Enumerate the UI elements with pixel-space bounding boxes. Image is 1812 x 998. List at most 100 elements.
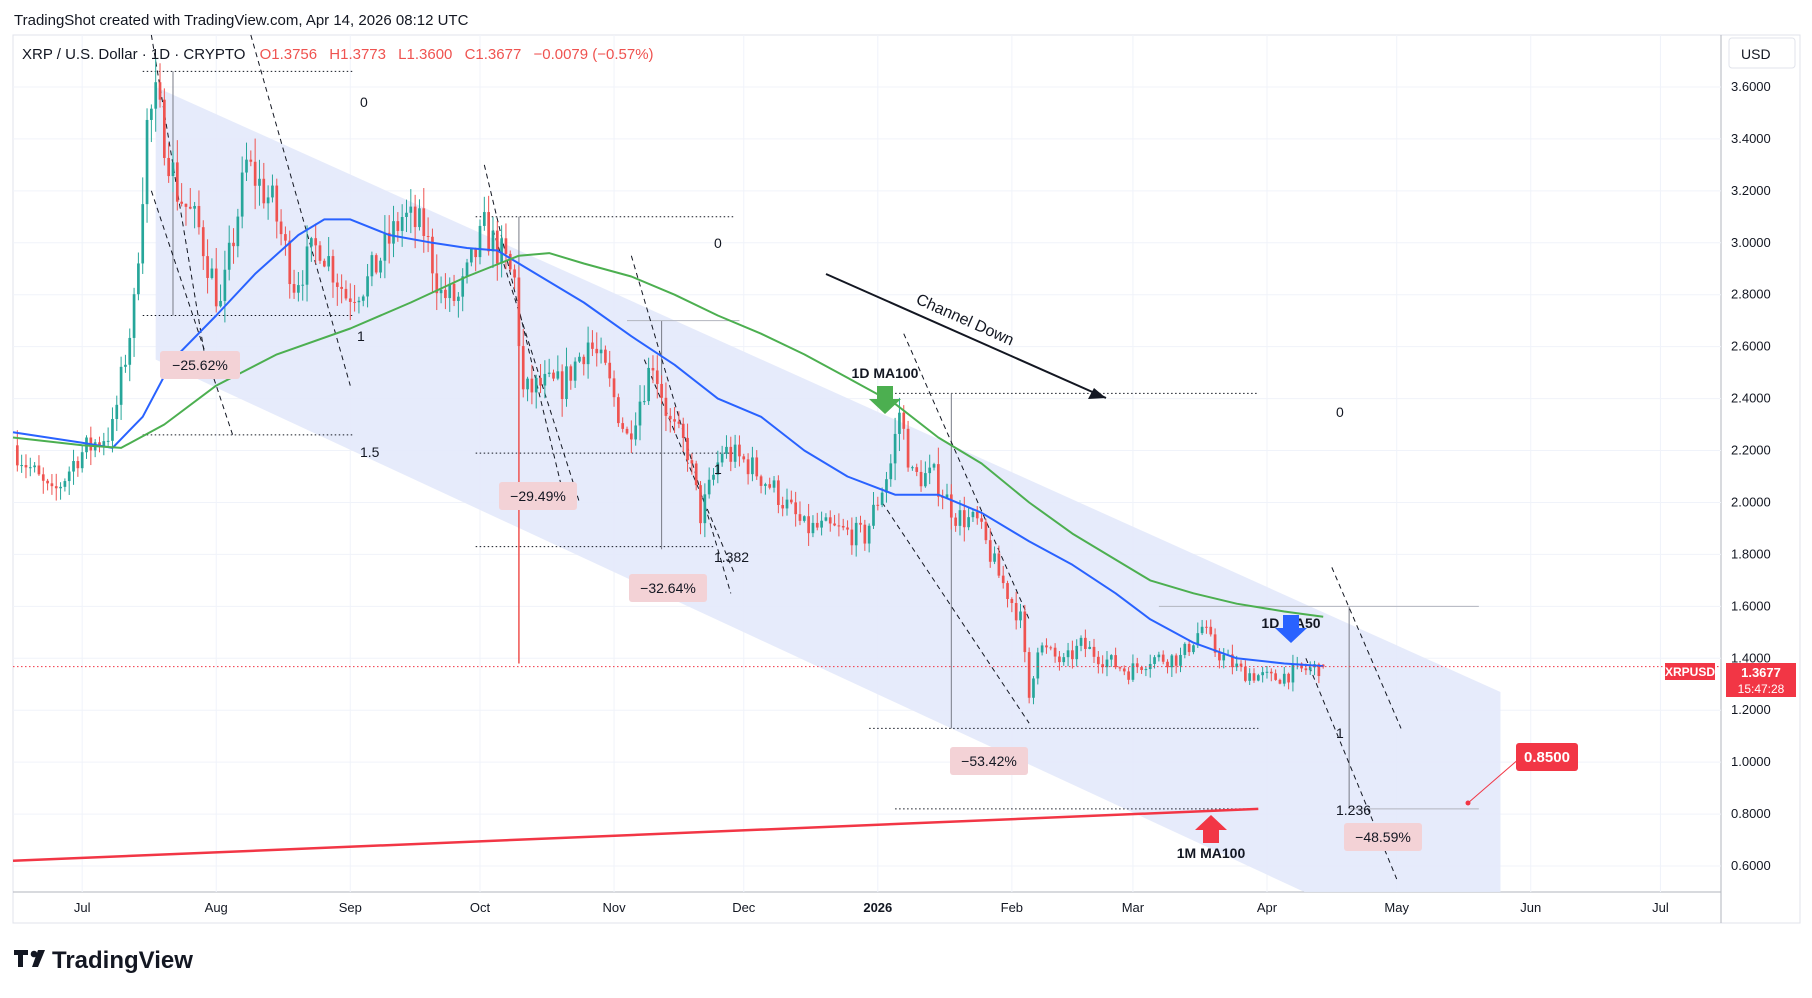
measure-label: −48.59%	[1355, 829, 1411, 845]
candle-body	[318, 245, 322, 261]
fib-label: 1	[357, 328, 365, 344]
measure-box	[629, 574, 707, 602]
candle-body	[102, 441, 106, 446]
candle-body	[876, 504, 880, 506]
candle-body	[240, 172, 244, 217]
candle-body	[210, 268, 214, 278]
candle-body	[387, 232, 391, 244]
candle-body	[686, 437, 689, 461]
candle-body	[655, 370, 659, 384]
candle-body	[573, 361, 577, 381]
candle-body	[470, 248, 473, 263]
candle-body	[539, 377, 542, 386]
price-tag[interactable]	[1726, 663, 1796, 697]
candle-body	[608, 362, 612, 379]
candle-body	[1045, 645, 1048, 648]
candle-body	[124, 364, 127, 367]
candle-body	[292, 284, 296, 293]
candle-body	[366, 276, 369, 297]
price-axis[interactable]: 0.6000 0.8000 1.0000 1.2000 1.4000 1.6000 1.80…	[1731, 79, 1771, 873]
candle-body	[720, 453, 724, 463]
candle-body	[284, 234, 287, 241]
candle-body	[1092, 646, 1096, 657]
fib-label: 1.236	[1336, 802, 1371, 818]
candle-body	[33, 465, 36, 468]
candle-body	[431, 236, 434, 274]
candle-body	[258, 178, 261, 186]
candle-body	[863, 524, 867, 544]
candle-body	[617, 397, 620, 424]
candle-body	[599, 349, 603, 354]
candle-body	[400, 216, 404, 231]
candle-body	[275, 185, 279, 222]
candle-body	[1196, 633, 1200, 646]
y-tick-label: 1.4000	[1731, 650, 1771, 665]
candle-body	[967, 517, 970, 528]
candle-body	[777, 480, 780, 506]
candle-body	[911, 467, 914, 469]
candle-body	[859, 522, 862, 525]
candle-body	[690, 460, 694, 464]
legend-high: H1.3773	[329, 46, 386, 63]
fib-label: 0	[360, 94, 368, 110]
candle-body	[171, 162, 175, 177]
candle-body	[1161, 654, 1165, 662]
candle-body	[478, 225, 482, 258]
candle-body	[958, 510, 962, 526]
candle-body	[651, 367, 655, 371]
currency-button[interactable]	[1728, 37, 1796, 69]
candle-body	[310, 238, 313, 247]
target-dot	[1465, 800, 1471, 806]
x-tick-label: May	[1384, 900, 1409, 915]
candle-body	[638, 401, 642, 426]
candle-body	[802, 516, 806, 521]
candle-body	[668, 415, 672, 420]
candle-body	[54, 486, 58, 489]
candle-body	[1032, 678, 1035, 698]
candle-body	[297, 285, 300, 293]
tv-logo-slash	[32, 950, 45, 967]
candle-body	[1278, 679, 1282, 684]
candle-body	[586, 342, 590, 365]
candle-body	[132, 294, 136, 338]
candle-body	[379, 260, 382, 273]
candle-body	[1231, 654, 1234, 668]
candle-body	[634, 425, 638, 440]
candle-body	[301, 284, 305, 286]
candle-body	[119, 366, 123, 405]
candle-body	[374, 255, 378, 273]
candle-body	[141, 204, 145, 264]
candle-body	[949, 494, 953, 518]
candle-body	[111, 418, 114, 441]
candle-body	[660, 383, 663, 398]
candle-body	[703, 494, 707, 524]
candle-body	[612, 378, 616, 398]
candle-body	[707, 479, 711, 495]
moving-averages	[12, 218, 1721, 863]
measure-label: −32.64%	[640, 580, 696, 596]
candle-body	[893, 433, 897, 464]
y-tick-label: 2.2000	[1731, 443, 1771, 458]
fib-label: 1	[1336, 725, 1344, 741]
y-tick-label: 1.2000	[1731, 702, 1771, 717]
candle-body	[993, 553, 996, 562]
channel-arrow	[825, 273, 1107, 399]
tradingview-logo[interactable]: TradingView	[14, 947, 193, 974]
time-axis[interactable]: Jul Aug Sep Oct Nov Dec 2026 Feb Mar Apr May Jun Jul	[74, 900, 1669, 915]
y-tick-label: 2.8000	[1731, 287, 1771, 302]
candle-body	[962, 510, 966, 528]
candle-body	[924, 473, 927, 487]
candle-body	[1192, 645, 1195, 653]
candle-body	[500, 238, 503, 264]
ma50-line	[12, 218, 1324, 668]
candle-body	[361, 296, 365, 301]
candle-body	[98, 442, 101, 446]
fib-label: 1.382	[714, 549, 749, 565]
candle-body	[595, 348, 599, 354]
candle-body	[1174, 655, 1178, 666]
candle-body	[751, 457, 754, 475]
candle-body	[846, 527, 849, 530]
candle-body	[988, 540, 992, 562]
candle-body	[197, 205, 201, 228]
